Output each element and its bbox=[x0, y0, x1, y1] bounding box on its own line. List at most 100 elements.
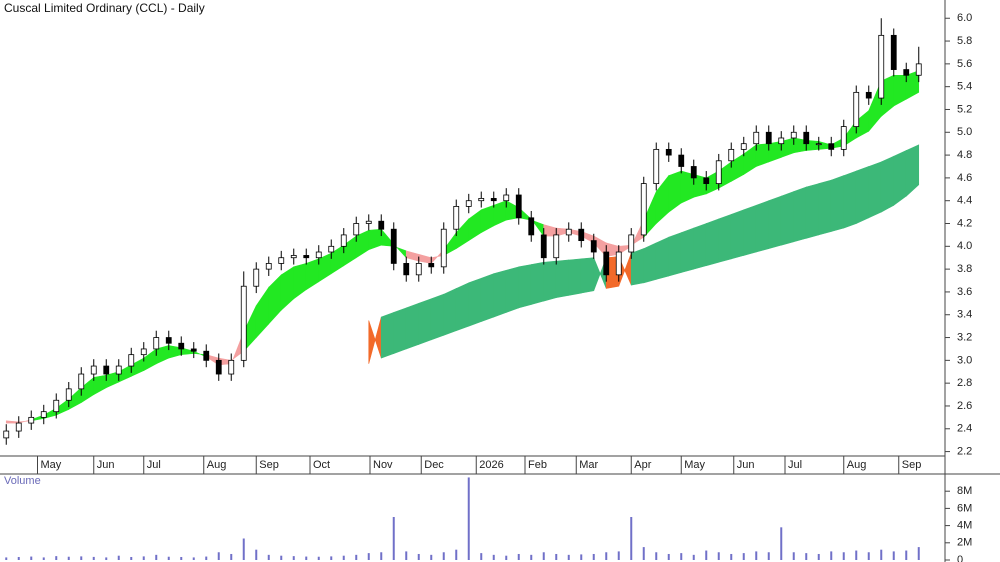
volume-bar bbox=[255, 549, 258, 560]
band-segment bbox=[780, 191, 795, 246]
volume-bar bbox=[805, 553, 808, 560]
x-tick-label: 2026 bbox=[479, 459, 503, 471]
candle-body bbox=[378, 220, 385, 230]
volume-bar bbox=[705, 550, 708, 560]
y-tick-label: 4.6 bbox=[957, 172, 972, 184]
candle-body bbox=[640, 183, 647, 236]
candle-body bbox=[278, 257, 285, 264]
volume-bar bbox=[855, 550, 858, 560]
volume-bar bbox=[567, 554, 570, 560]
candle-body bbox=[465, 200, 472, 207]
candle-body bbox=[365, 220, 372, 224]
volume-bar bbox=[680, 553, 683, 560]
band-segment bbox=[880, 155, 895, 213]
band-segment bbox=[518, 264, 532, 309]
volume-bar bbox=[730, 553, 733, 560]
volume-bar bbox=[580, 554, 583, 560]
volume-bar bbox=[517, 553, 520, 560]
x-tick-label: Sep bbox=[902, 459, 922, 471]
candle-body bbox=[603, 251, 610, 276]
candle-body bbox=[815, 143, 822, 146]
band-segment bbox=[380, 312, 395, 359]
band-segment bbox=[655, 236, 670, 280]
candle-body bbox=[490, 198, 497, 202]
volume-bar bbox=[617, 551, 620, 560]
volume-bar bbox=[605, 552, 608, 560]
band-segment bbox=[718, 213, 732, 263]
volume-bar bbox=[692, 554, 695, 560]
band-segment bbox=[843, 170, 857, 229]
band-segment bbox=[905, 70, 920, 100]
candle-body bbox=[240, 285, 247, 361]
candle-body bbox=[765, 131, 772, 145]
y-tick-label: 5.8 bbox=[957, 35, 972, 47]
chart-title: Cuscal Limited Ordinary (CCL) - Daily bbox=[4, 1, 205, 15]
x-tick-label: Oct bbox=[313, 459, 330, 471]
candle-body bbox=[565, 228, 572, 236]
volume-bar bbox=[305, 556, 308, 560]
x-tick-label: Aug bbox=[847, 459, 867, 471]
volume-bar bbox=[180, 556, 183, 560]
candle-body bbox=[528, 217, 535, 236]
candle-body bbox=[778, 137, 785, 145]
volume-bar bbox=[430, 554, 433, 560]
candle-body bbox=[178, 342, 185, 350]
volume-bar bbox=[242, 538, 245, 560]
volume-bar bbox=[155, 554, 158, 560]
volume-bar bbox=[67, 556, 70, 560]
volume-bar bbox=[830, 551, 833, 560]
y-tick-label: 4M bbox=[957, 520, 972, 532]
volume-bar bbox=[480, 553, 483, 560]
y-tick-label: 6M bbox=[957, 502, 972, 514]
candle-body bbox=[215, 359, 222, 375]
band-segment bbox=[430, 293, 445, 341]
y-tick-label: 2M bbox=[957, 537, 972, 549]
y-tick-label: 5.0 bbox=[957, 126, 972, 138]
x-tick-label: Sep bbox=[259, 459, 279, 471]
volume-bar bbox=[467, 477, 470, 560]
price-panel bbox=[3, 18, 922, 445]
candle-body bbox=[78, 373, 85, 390]
band-segment bbox=[680, 227, 695, 273]
volume-bar bbox=[630, 517, 633, 560]
candle-body bbox=[53, 399, 60, 413]
candle-body bbox=[840, 126, 847, 150]
candle-body bbox=[753, 131, 760, 145]
band-segment bbox=[530, 261, 545, 305]
y-tick-label: 5.6 bbox=[957, 58, 972, 70]
candle-body bbox=[878, 34, 885, 99]
volume-bar bbox=[642, 547, 645, 560]
band-segment bbox=[705, 218, 720, 267]
volume-bar bbox=[542, 552, 545, 560]
y-tick-label: 4.4 bbox=[957, 195, 972, 207]
y-tick-label: 2.8 bbox=[957, 377, 972, 389]
x-tick-label: Jul bbox=[788, 459, 802, 471]
y-tick-label: 4.2 bbox=[957, 217, 972, 229]
volume-bar bbox=[5, 557, 8, 560]
candle-body bbox=[803, 131, 810, 145]
band-segment bbox=[868, 161, 882, 219]
volume-bar bbox=[292, 556, 295, 560]
volume-bar bbox=[105, 557, 108, 560]
band-segment bbox=[743, 204, 757, 256]
candle-body bbox=[653, 148, 660, 184]
x-tick-label: Apr bbox=[634, 459, 651, 471]
band-segment bbox=[393, 307, 407, 354]
candle-body bbox=[690, 166, 697, 179]
band-segment bbox=[455, 282, 470, 332]
volume-bar bbox=[780, 527, 783, 560]
volume-bar bbox=[167, 556, 170, 560]
candle-body bbox=[828, 143, 835, 150]
candle-body bbox=[103, 365, 110, 375]
candle-body bbox=[190, 348, 197, 352]
candle-body bbox=[453, 206, 460, 230]
band-segment bbox=[893, 150, 907, 206]
volume-bar bbox=[655, 552, 658, 560]
volume-bar bbox=[442, 552, 445, 560]
x-tick-label: Jul bbox=[147, 459, 161, 471]
candle-body bbox=[740, 143, 747, 150]
volume-bar bbox=[317, 556, 320, 560]
band-segment bbox=[568, 258, 582, 296]
band-segment bbox=[468, 277, 482, 327]
volume-bar bbox=[117, 555, 120, 560]
